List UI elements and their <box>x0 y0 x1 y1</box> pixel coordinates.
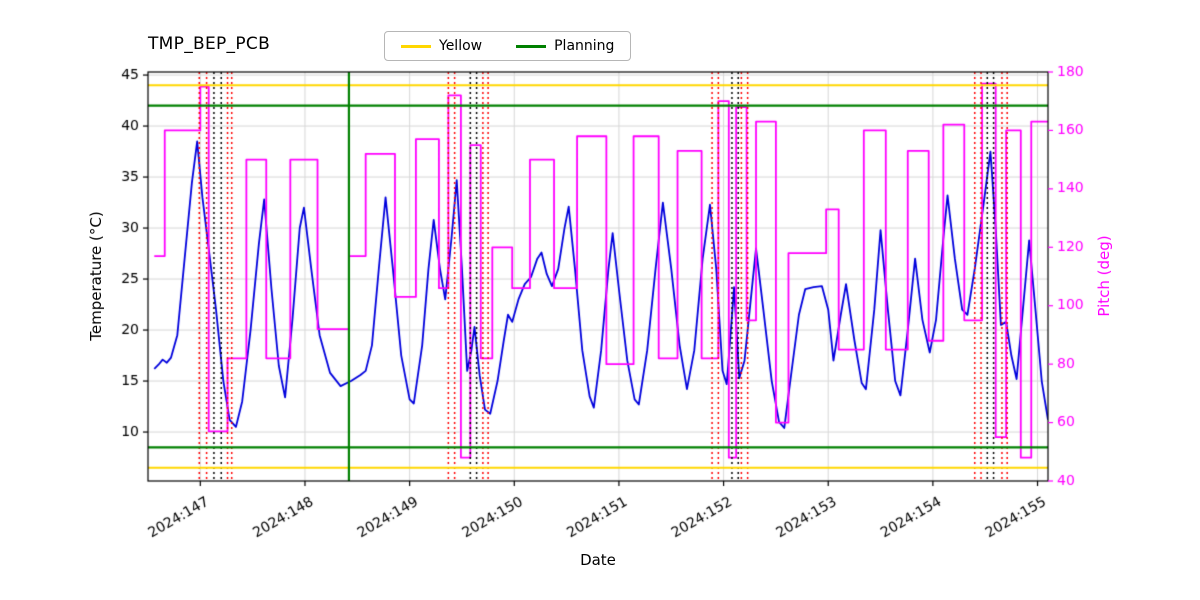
x-axis-label: Date <box>580 551 616 569</box>
chart-title: TMP_BEP_PCB <box>148 34 271 54</box>
legend: Yellow Planning <box>384 31 632 61</box>
y-axis-label-left: Temperature (°C) <box>87 211 105 341</box>
legend-entry-planning: Planning <box>516 38 614 54</box>
legend-label-planning: Planning <box>554 38 615 54</box>
yellow-line-swatch <box>401 44 431 48</box>
legend-label-yellow: Yellow <box>439 38 483 54</box>
planning-line-swatch <box>516 44 547 48</box>
legend-entry-yellow: Yellow <box>401 38 482 54</box>
y-axis-label-right: Pitch (deg) <box>1095 235 1113 317</box>
